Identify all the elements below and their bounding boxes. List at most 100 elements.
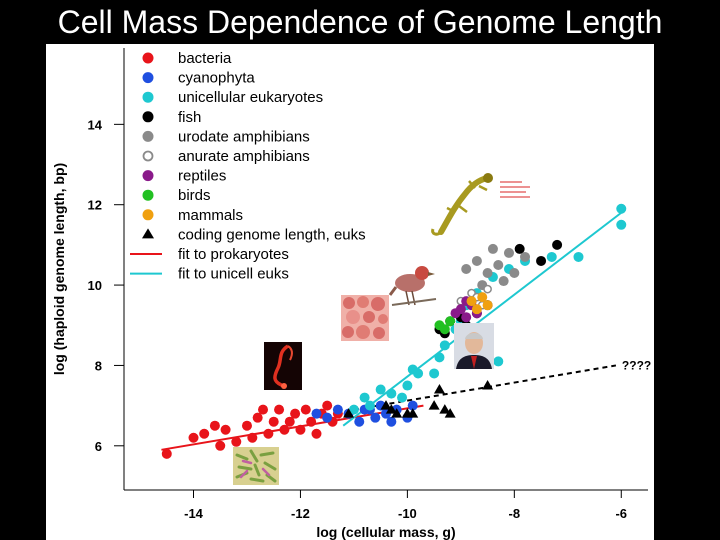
protist-icon — [264, 342, 302, 390]
urodate-point — [498, 276, 509, 287]
x-tick-label: -12 — [291, 506, 310, 521]
fish-point — [536, 255, 547, 266]
bacteria-point — [209, 420, 220, 431]
legend-label-cyanophyta: cyanophyta — [178, 70, 255, 87]
axes: 6 8 10 12 14 -14 -12 -10 -8 -6 log (cellular mass,… — [51, 48, 648, 540]
coding-point — [433, 384, 445, 394]
bacteria-point — [268, 416, 279, 427]
urodate-point — [471, 255, 482, 266]
cyanophyta-point — [370, 412, 381, 423]
legend: bacteria cyanophyta unicellular eukaryotes… — [130, 50, 366, 283]
question-annotation: ???? — [622, 358, 651, 372]
mammals-point — [466, 296, 477, 307]
bacteria-point — [311, 428, 322, 439]
urodate-point — [482, 268, 493, 279]
legend-label-bacteria: bacteria — [178, 50, 232, 67]
x-tick-label: -6 — [615, 506, 627, 521]
legend-label-fish: fish — [178, 109, 201, 126]
coding-point — [428, 400, 440, 410]
bacteria-point — [252, 412, 263, 423]
bacteria-point — [188, 432, 199, 443]
coding-point — [444, 408, 456, 418]
rod-bacteria-icon — [233, 447, 279, 485]
x-tick-label: -8 — [509, 506, 521, 521]
photo-caption-note — [500, 181, 530, 198]
bacteria-point — [274, 404, 285, 415]
birds-point — [445, 316, 456, 327]
x-tick-label: -14 — [184, 506, 204, 521]
legend-swatch-fish — [142, 111, 154, 123]
legend-label-fit_unicell: fit to unicell euks — [178, 266, 289, 283]
y-tick-label: 10 — [88, 278, 102, 293]
bacteria-point — [322, 400, 333, 411]
coding-point — [380, 400, 392, 410]
unicellular-point — [375, 384, 386, 395]
legend-label-mammals: mammals — [178, 207, 243, 224]
urodate-point — [461, 264, 472, 274]
reptiles-point — [461, 312, 472, 323]
unicellular-point — [439, 340, 450, 351]
unicellular-point — [407, 364, 418, 375]
bacteria-point — [263, 428, 274, 439]
coding-point — [407, 408, 419, 418]
urodate-point — [520, 251, 531, 262]
legend-label-reptiles: reptiles — [178, 168, 226, 185]
cyanophyta-point — [386, 416, 397, 427]
cyanophyta-point — [407, 400, 418, 411]
urodate-point — [487, 243, 498, 254]
legend-swatch-cyanophyta — [142, 72, 154, 84]
salamander-icon — [431, 173, 493, 236]
bacteria-point — [161, 448, 172, 459]
bacteria-point — [199, 428, 210, 439]
y-tick-label: 8 — [95, 358, 102, 373]
bacteria-point — [290, 408, 301, 419]
x-tick-label: -10 — [398, 506, 417, 521]
anurate-point — [483, 284, 492, 294]
slide-title: Cell Mass Dependence of Genome Length — [57, 4, 663, 40]
unicellular-point — [359, 392, 370, 403]
urodate-point — [503, 247, 514, 258]
birds-point — [439, 324, 450, 335]
legend-label-urodate: urodate amphibians — [178, 128, 310, 145]
unicellular-point — [348, 404, 359, 415]
cyanophyta-point — [332, 404, 343, 415]
urodate-point — [509, 268, 520, 279]
legend-label-birds: birds — [178, 187, 211, 204]
y-tick-label: 12 — [88, 198, 102, 213]
unicellular-point — [364, 400, 375, 411]
mammals-point — [477, 292, 488, 303]
cyanophyta-point — [322, 412, 333, 423]
urodate-point — [493, 259, 504, 270]
unicellular-point — [493, 356, 504, 367]
legend-label-fit_prok: fit to prokaryotes — [178, 246, 289, 263]
y-tick-label: 14 — [88, 117, 103, 132]
legend-swatch-birds — [142, 189, 154, 201]
legend-swatch-reptiles — [142, 170, 154, 182]
y-axis-title: log (haploid genome length, bp) — [51, 163, 67, 375]
person-photo-icon — [454, 323, 494, 369]
cyanophyta-point — [354, 416, 365, 427]
bacteria-point — [247, 432, 258, 443]
unicellular-point — [573, 251, 584, 262]
mammals-point — [471, 304, 482, 315]
coding-point — [482, 380, 494, 390]
unicellular-point — [616, 203, 627, 214]
reptiles-point — [455, 304, 466, 315]
bird-icon — [388, 266, 437, 306]
legend-label-unicellular: unicellular eukaryotes — [178, 89, 323, 106]
legend-label-anurate: anurate amphibians — [178, 148, 310, 165]
scatter-chart: 6 8 10 12 14 -14 -12 -10 -8 -6 log (cellular mass,… — [51, 48, 651, 540]
legend-swatch-unicellular — [142, 91, 154, 103]
fit_prok-line — [161, 404, 424, 451]
legend-swatch-anurate — [142, 150, 154, 162]
legend-label-coding: coding genome length, euks — [178, 226, 366, 243]
coding-point — [439, 404, 451, 414]
bacteria-point — [284, 416, 295, 427]
bacteria-point — [241, 420, 252, 431]
legend-swatch-mammals — [142, 209, 154, 221]
coding-point — [391, 408, 403, 418]
x-axis-title: log (cellular mass, g) — [316, 524, 455, 540]
legend-swatch-bacteria — [142, 52, 154, 64]
pictures — [233, 173, 530, 485]
legend-swatch-coding — [142, 228, 154, 239]
